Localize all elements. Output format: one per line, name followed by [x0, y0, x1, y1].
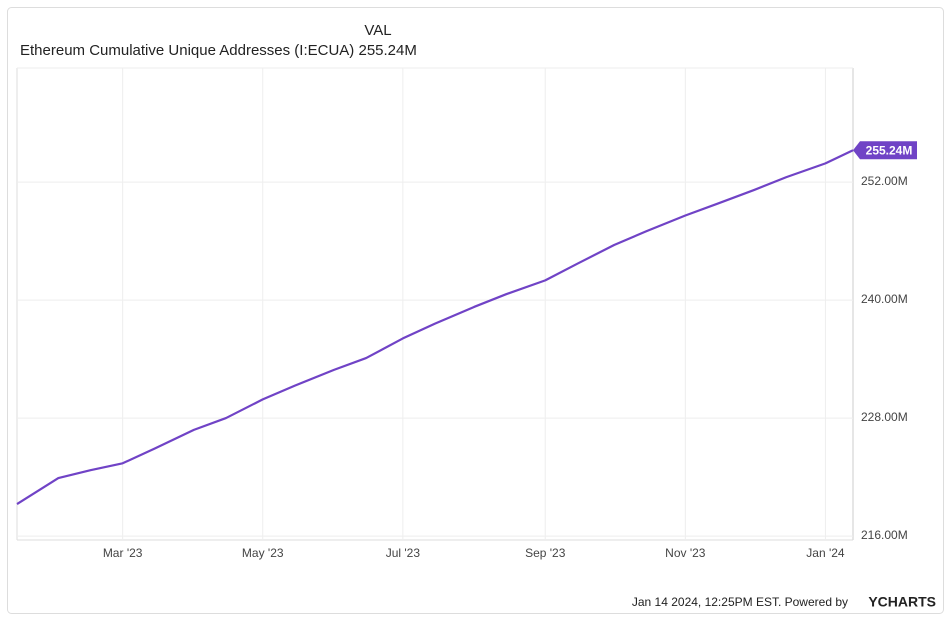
- brand: YCHARTS: [868, 594, 936, 610]
- y-tick-label: 240.00M: [861, 292, 908, 306]
- chart-frame: [7, 7, 944, 614]
- end-flag: [853, 141, 917, 160]
- data-line: [16, 149, 854, 506]
- end-label: 255.24M: [866, 143, 913, 157]
- x-tick-label: Nov '23: [665, 546, 706, 560]
- y-tick-label: 252.00M: [861, 174, 908, 188]
- legend-entry: VAL: [364, 22, 391, 39]
- y-tick-label: 216.00M: [861, 528, 908, 542]
- x-tick-label: Mar '23: [103, 546, 143, 560]
- x-tick-label: Jan '24: [806, 546, 845, 560]
- x-tick-label: Jul '23: [386, 546, 421, 560]
- chart-title: Ethereum Cumulative Unique Addresses (I:…: [20, 42, 417, 59]
- x-tick-label: May '23: [242, 546, 284, 560]
- credit: Jan 14 2024, 12:25PM EST. Powered by: [632, 595, 848, 609]
- y-tick-label: 228.00M: [861, 410, 908, 424]
- x-tick-label: Sep '23: [525, 546, 566, 560]
